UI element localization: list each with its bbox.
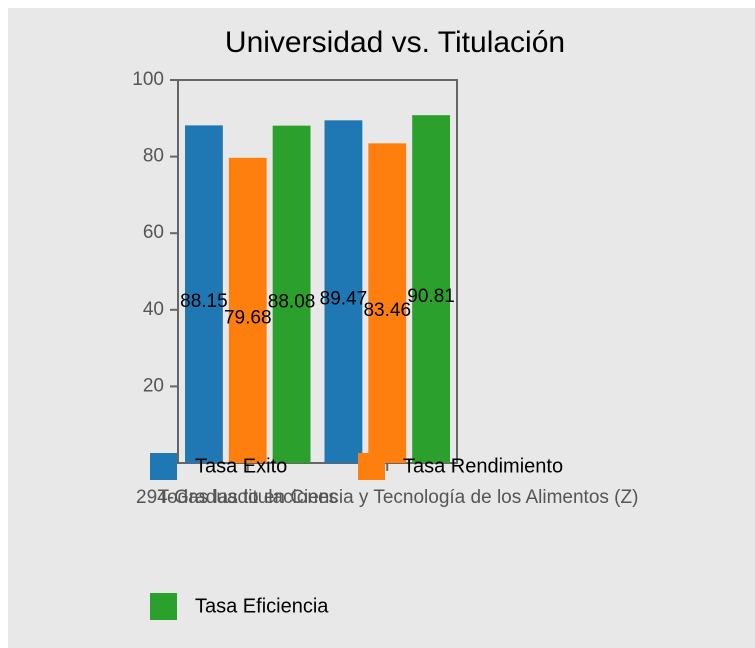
bar: [412, 115, 450, 464]
plot-frame: [177, 79, 458, 464]
legend-label: Tasa Eficiencia: [195, 595, 329, 617]
chart-title: Universidad vs. Titulación: [225, 26, 565, 59]
value-label: 89.47: [320, 289, 368, 310]
value-label: 83.46: [363, 300, 411, 321]
y-tick-label: 40: [143, 299, 164, 320]
x-tick-label: 294-Graduado en Ciencia y Tecnología de …: [136, 487, 638, 508]
legend-swatch: [150, 593, 177, 620]
legend-swatch: [358, 453, 385, 480]
y-tick-label: 20: [143, 375, 164, 396]
bar: [228, 157, 267, 463]
bar: [324, 120, 363, 464]
x-tick-label: Todas las titulaciones: [157, 487, 338, 508]
bar: [368, 143, 407, 463]
bar: [272, 125, 311, 464]
value-label: 79.68: [224, 307, 272, 328]
y-tick-label: 100: [132, 69, 164, 90]
y-tick-label: 80: [143, 146, 164, 167]
y-tick-label: 60: [143, 222, 164, 243]
legend-label: Tasa Rendimiento: [403, 455, 563, 477]
value-label: 88.15: [180, 291, 228, 312]
bar: [185, 125, 223, 463]
value-label: 88.08: [268, 291, 316, 312]
value-label: 90.81: [407, 286, 455, 307]
legend-swatch: [150, 453, 177, 480]
legend-label: Tasa Exito: [195, 455, 287, 477]
